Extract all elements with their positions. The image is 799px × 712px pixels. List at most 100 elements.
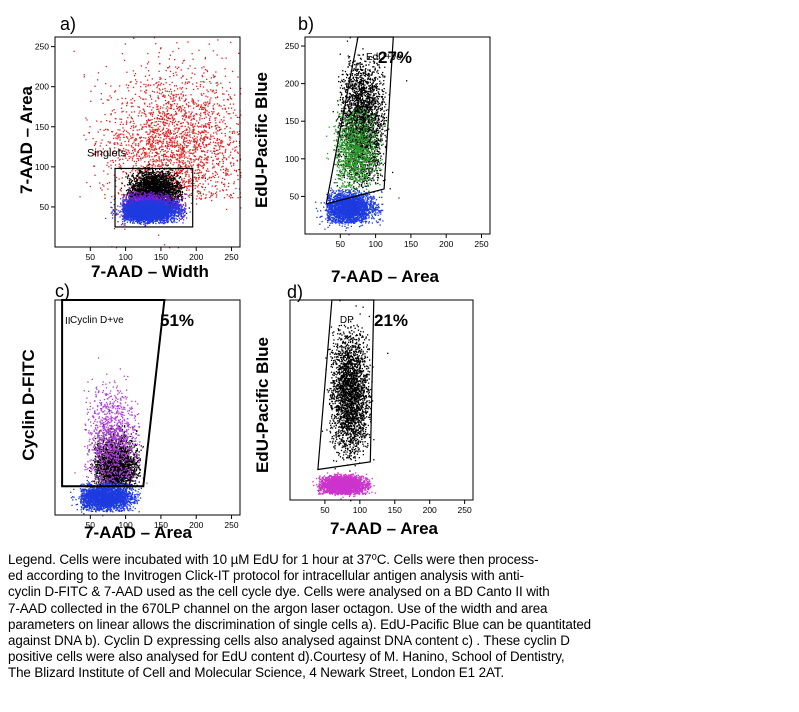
scatter-point xyxy=(215,158,218,160)
scatter-point xyxy=(172,175,174,177)
scatter-point xyxy=(161,154,163,157)
scatter-point xyxy=(148,162,150,165)
scatter-point xyxy=(152,170,154,172)
scatter-point xyxy=(192,149,194,151)
scatter-point xyxy=(174,156,176,159)
scatter-point xyxy=(176,186,178,188)
scatter-point xyxy=(163,182,165,185)
scatter-point xyxy=(89,126,91,128)
scatter-point xyxy=(161,132,164,135)
scatter-point xyxy=(150,178,152,181)
scatter-point xyxy=(163,115,165,117)
scatter-point xyxy=(206,78,208,80)
scatter-point xyxy=(160,193,162,195)
scatter-point xyxy=(213,165,215,167)
scatter-point xyxy=(120,190,122,192)
scatter-point xyxy=(186,187,188,189)
scatter-point xyxy=(132,183,134,185)
scatter-point xyxy=(177,106,179,109)
scatter-point xyxy=(174,120,177,122)
scatter-point xyxy=(205,102,207,104)
scatter-point xyxy=(219,152,221,154)
scatter-point xyxy=(177,191,180,194)
scatter-point xyxy=(161,187,163,189)
scatter-point xyxy=(177,181,180,184)
scatter-point xyxy=(190,114,192,116)
scatter-point xyxy=(228,94,230,96)
scatter-point xyxy=(162,146,164,148)
scatter-point xyxy=(219,148,221,150)
scatter-point xyxy=(175,187,177,190)
scatter-point xyxy=(204,111,206,113)
scatter-point xyxy=(177,247,180,249)
scatter-point xyxy=(186,145,188,147)
scatter-point xyxy=(166,184,169,186)
scatter-point xyxy=(157,160,159,162)
scatter-point xyxy=(153,160,155,162)
scatter-point xyxy=(149,140,151,142)
scatter-point xyxy=(231,70,234,73)
scatter-point xyxy=(197,166,199,169)
scatter-point xyxy=(167,113,169,115)
scatter-point xyxy=(86,119,88,121)
scatter-point xyxy=(204,157,206,159)
scatter-point xyxy=(168,168,171,170)
scatter-point xyxy=(161,186,163,188)
scatter-point xyxy=(169,178,171,180)
scatter-point xyxy=(175,169,177,171)
scatter-point xyxy=(183,136,186,139)
scatter-point xyxy=(205,125,207,128)
scatter-point xyxy=(159,187,161,189)
scatter-point xyxy=(135,195,137,197)
scatter-point xyxy=(150,126,152,129)
scatter-point xyxy=(138,169,140,171)
scatter-point xyxy=(199,138,201,141)
scatter-point xyxy=(133,127,135,129)
scatter-point xyxy=(122,131,125,133)
scatter-point xyxy=(182,187,184,189)
scatter-point xyxy=(203,163,205,165)
scatter-point xyxy=(212,107,214,109)
scatter-point xyxy=(181,190,183,193)
scatter-point xyxy=(166,90,168,92)
scatter-point xyxy=(155,154,157,157)
scatter-point xyxy=(157,177,159,180)
scatter-point xyxy=(133,187,135,189)
scatter-point xyxy=(168,103,170,105)
scatter-point xyxy=(184,162,186,164)
scatter-point xyxy=(90,90,92,92)
scatter-point xyxy=(111,110,113,112)
scatter-point xyxy=(127,201,130,203)
scatter-point xyxy=(206,157,208,159)
scatter-point xyxy=(123,154,125,156)
scatter-point xyxy=(181,193,183,195)
scatter-point xyxy=(209,141,212,144)
scatter-point xyxy=(117,137,119,139)
scatter-point xyxy=(215,125,217,127)
scatter-point xyxy=(214,75,216,77)
scatter-point xyxy=(110,85,112,87)
scatter-point xyxy=(148,133,150,135)
scatter-point xyxy=(139,181,141,183)
scatter-point xyxy=(151,115,153,117)
scatter-point xyxy=(208,191,210,193)
scatter-point xyxy=(158,153,160,155)
scatter-point xyxy=(157,140,159,142)
scatter-point xyxy=(204,146,206,149)
scatter-point xyxy=(128,181,130,184)
scatter-point xyxy=(233,94,236,96)
scatter-point xyxy=(240,196,242,198)
scatter-point xyxy=(143,196,146,198)
scatter-point xyxy=(224,151,226,153)
scatter-point xyxy=(134,177,136,179)
scatter-point xyxy=(167,150,169,153)
scatter-point xyxy=(210,82,212,84)
scatter-point xyxy=(170,144,172,146)
scatter-point xyxy=(149,186,151,189)
scatter-point xyxy=(157,95,159,97)
scatter-point xyxy=(106,164,108,166)
scatter-point xyxy=(164,181,166,184)
scatter-point xyxy=(140,65,142,67)
scatter-point xyxy=(114,133,117,135)
scatter-point xyxy=(180,199,182,201)
